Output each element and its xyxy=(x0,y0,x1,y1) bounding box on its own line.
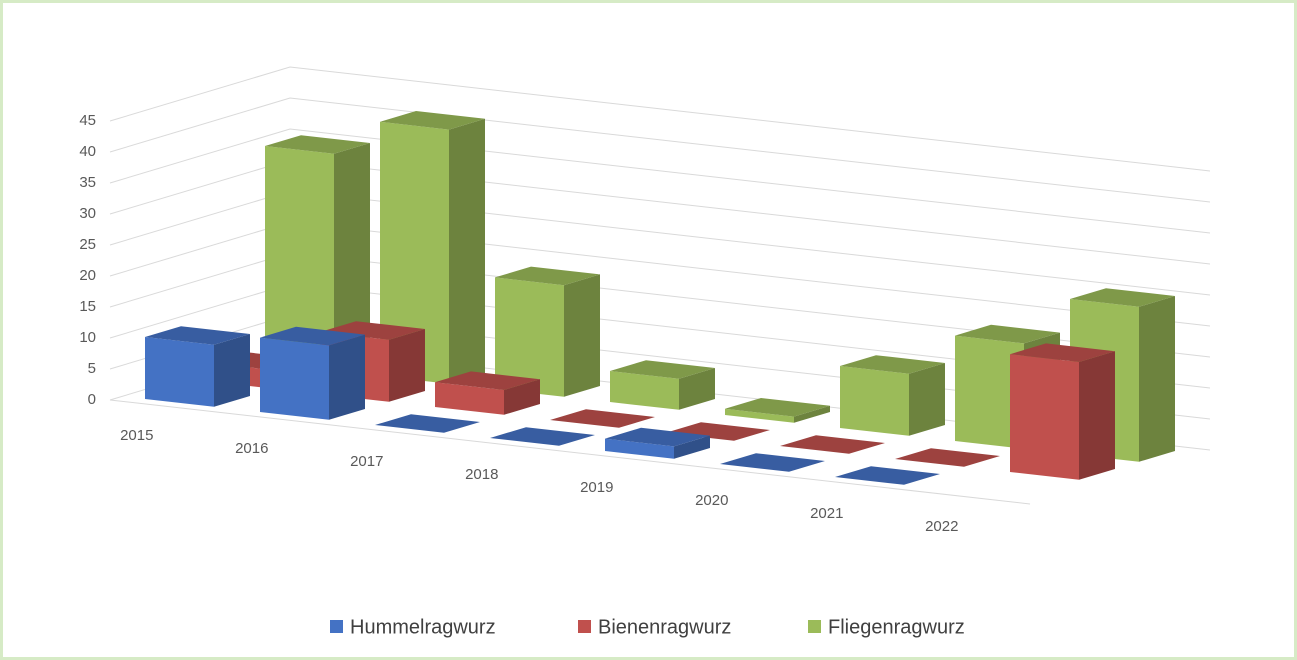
bar xyxy=(1010,343,1115,480)
bar-top xyxy=(610,360,715,379)
y-tick-label: 40 xyxy=(79,143,96,160)
y-tick-label: 45 xyxy=(79,112,96,129)
legend: Hummelragwurz Bienenragwurz Fliegenragwurz xyxy=(330,616,965,638)
bar-top xyxy=(840,355,945,374)
y-tick-label: 5 xyxy=(88,360,96,377)
bar-side xyxy=(1139,296,1175,462)
bar-top xyxy=(605,427,710,447)
bar-top xyxy=(895,448,1000,467)
x-tick-label: 2022 xyxy=(925,518,958,535)
x-tick-label: 2021 xyxy=(810,505,843,522)
bar-side xyxy=(564,274,600,397)
y-tick-label: 10 xyxy=(79,329,96,346)
grid-line xyxy=(109,128,1211,234)
bar xyxy=(495,266,600,397)
bars xyxy=(145,111,1175,485)
x-tick-label: 2016 xyxy=(235,440,268,457)
bar-side xyxy=(389,329,425,402)
legend-swatch xyxy=(578,620,591,633)
y-tick-label: 20 xyxy=(79,267,96,284)
bar-side xyxy=(504,379,540,415)
x-tick-label: 2020 xyxy=(695,492,728,509)
bar xyxy=(840,355,945,436)
bar-side xyxy=(909,363,945,436)
grid-line xyxy=(109,66,1211,172)
bar xyxy=(490,427,595,446)
legend-label: Fliegenragwurz xyxy=(828,616,965,638)
bar xyxy=(605,427,710,459)
bar xyxy=(895,448,1000,467)
bar xyxy=(780,435,885,454)
bar-top xyxy=(435,371,540,390)
bar-side xyxy=(794,405,830,423)
bar-top xyxy=(835,466,940,485)
bar-top xyxy=(495,266,600,286)
bar-top xyxy=(145,326,250,345)
bar-top xyxy=(780,435,885,454)
bar-front xyxy=(145,337,214,407)
grid-line xyxy=(109,97,1211,203)
x-tick-label: 2017 xyxy=(350,453,383,470)
x-tick-label: 2019 xyxy=(580,479,613,496)
bar-front xyxy=(955,335,1024,449)
bar xyxy=(835,466,940,485)
bar-top xyxy=(260,326,365,346)
bar-front xyxy=(260,337,329,420)
bar-top xyxy=(1010,343,1115,362)
bar-front xyxy=(495,277,564,397)
bar xyxy=(380,111,485,384)
x-tick-label: 2015 xyxy=(120,427,153,444)
bar-front xyxy=(840,366,909,436)
bar-top xyxy=(665,422,770,441)
bar xyxy=(265,135,370,371)
bar-front xyxy=(725,408,794,423)
bar-top xyxy=(265,135,370,154)
bar xyxy=(145,326,250,407)
bar xyxy=(720,453,825,472)
y-tick-label: 30 xyxy=(79,205,96,222)
y-tick-label: 15 xyxy=(79,298,96,315)
bar xyxy=(260,326,365,420)
y-tick-label: 0 xyxy=(88,391,96,408)
bar xyxy=(375,414,480,433)
bar-front xyxy=(265,146,334,371)
bar-side xyxy=(329,334,365,420)
bar-side xyxy=(679,368,715,410)
legend-label: Bienenragwurz xyxy=(598,616,731,638)
x-tick-label: 2018 xyxy=(465,466,498,483)
bar-top xyxy=(725,398,830,417)
y-tick-label: 35 xyxy=(79,174,96,191)
bar-front xyxy=(605,438,674,459)
bar xyxy=(665,422,770,441)
bar-top xyxy=(380,111,485,130)
bar-front xyxy=(610,371,679,410)
bar-front xyxy=(1010,354,1079,480)
bar-front xyxy=(435,382,504,415)
bar-top xyxy=(550,409,655,428)
bar xyxy=(725,398,830,423)
bar-top xyxy=(490,427,595,446)
bar-front xyxy=(380,121,449,384)
bar xyxy=(435,371,540,415)
labels: 0 5 10 15 20 25 30 35 40 45 2015 2016 2017 2018 2019 20… xyxy=(79,112,958,535)
bar-side xyxy=(674,435,710,459)
bar xyxy=(550,409,655,428)
bar-side xyxy=(334,143,370,371)
legend-swatch xyxy=(808,620,821,633)
floor-edge xyxy=(109,399,1031,505)
bar-top xyxy=(375,414,480,433)
bar-top xyxy=(1070,288,1175,307)
y-tick-label: 25 xyxy=(79,236,96,253)
bar-side xyxy=(1079,351,1115,480)
bar-side xyxy=(214,334,250,407)
bar xyxy=(610,360,715,410)
bar-side xyxy=(449,118,485,384)
bar-top xyxy=(955,324,1060,344)
bar-top xyxy=(320,321,425,340)
bar-top xyxy=(720,453,825,472)
legend-label: Hummelragwurz xyxy=(350,616,496,638)
legend-swatch xyxy=(330,620,343,633)
